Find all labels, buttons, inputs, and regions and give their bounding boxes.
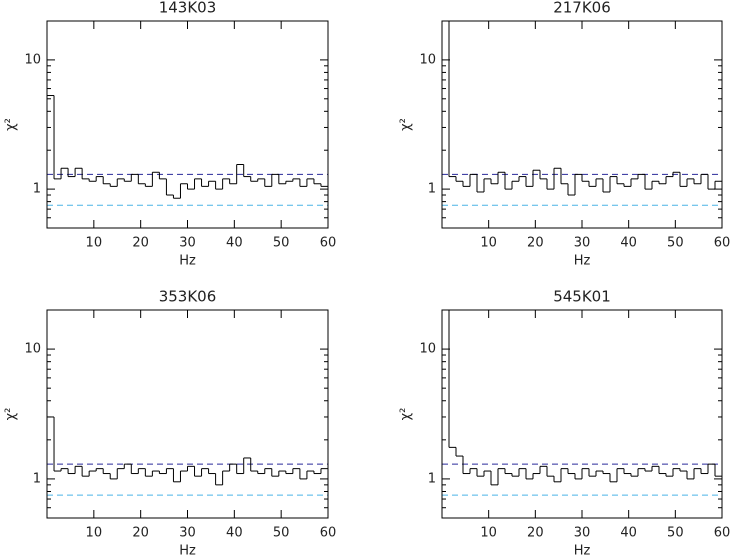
x-axis-label: Hz bbox=[179, 544, 196, 558]
x-tick-label: 10 bbox=[480, 236, 497, 251]
x-axis-label: Hz bbox=[574, 254, 591, 269]
x-tick-label: 10 bbox=[480, 526, 497, 541]
panel-title: 143K03 bbox=[159, 0, 217, 17]
x-tick-label: 30 bbox=[179, 236, 196, 251]
plot-frame bbox=[441, 20, 723, 229]
x-tick-label: 30 bbox=[179, 526, 196, 541]
x-tick-label: 50 bbox=[667, 236, 684, 251]
x-axis-label: Hz bbox=[574, 544, 591, 558]
y-tick-label: 10 bbox=[419, 52, 436, 67]
x-tick-label: 60 bbox=[714, 526, 731, 541]
x-tick-label: 20 bbox=[132, 526, 149, 541]
x-tick-label: 50 bbox=[667, 526, 684, 541]
y-tick-label: 1 bbox=[33, 471, 41, 486]
y-axis-label: χ² bbox=[399, 118, 414, 131]
x-axis-label: Hz bbox=[179, 254, 196, 269]
x-tick-label: 40 bbox=[226, 236, 243, 251]
x-tick-label: 60 bbox=[320, 526, 337, 541]
y-axis-label: χ² bbox=[4, 118, 19, 131]
x-tick-label: 40 bbox=[620, 236, 637, 251]
x-tick-label: 40 bbox=[620, 526, 637, 541]
x-tick-label: 60 bbox=[320, 236, 337, 251]
panel-title: 545K01 bbox=[553, 288, 611, 306]
panel-title: 217K06 bbox=[553, 0, 611, 17]
x-tick-label: 20 bbox=[132, 236, 149, 251]
y-tick-label: 1 bbox=[428, 182, 436, 197]
x-tick-label: 10 bbox=[86, 236, 103, 251]
x-tick-label: 50 bbox=[273, 526, 290, 541]
x-tick-label: 50 bbox=[273, 236, 290, 251]
y-tick-label: 10 bbox=[419, 342, 436, 357]
plot-frame bbox=[46, 309, 329, 519]
x-tick-label: 30 bbox=[574, 236, 591, 251]
y-axis-label: χ² bbox=[399, 408, 414, 421]
y-tick-label: 1 bbox=[428, 471, 436, 486]
y-tick-label: 10 bbox=[24, 342, 41, 357]
x-tick-label: 10 bbox=[86, 526, 103, 541]
x-tick-label: 30 bbox=[574, 526, 591, 541]
y-axis-label: χ² bbox=[4, 408, 19, 421]
x-tick-label: 20 bbox=[527, 526, 544, 541]
y-tick-label: 1 bbox=[33, 182, 41, 197]
plot-frame bbox=[441, 309, 723, 519]
x-tick-label: 60 bbox=[714, 236, 731, 251]
panel-title: 353K06 bbox=[159, 288, 217, 306]
x-tick-label: 40 bbox=[226, 526, 243, 541]
x-tick-label: 20 bbox=[527, 236, 544, 251]
plot-frame bbox=[46, 20, 329, 229]
y-tick-label: 10 bbox=[24, 52, 41, 67]
